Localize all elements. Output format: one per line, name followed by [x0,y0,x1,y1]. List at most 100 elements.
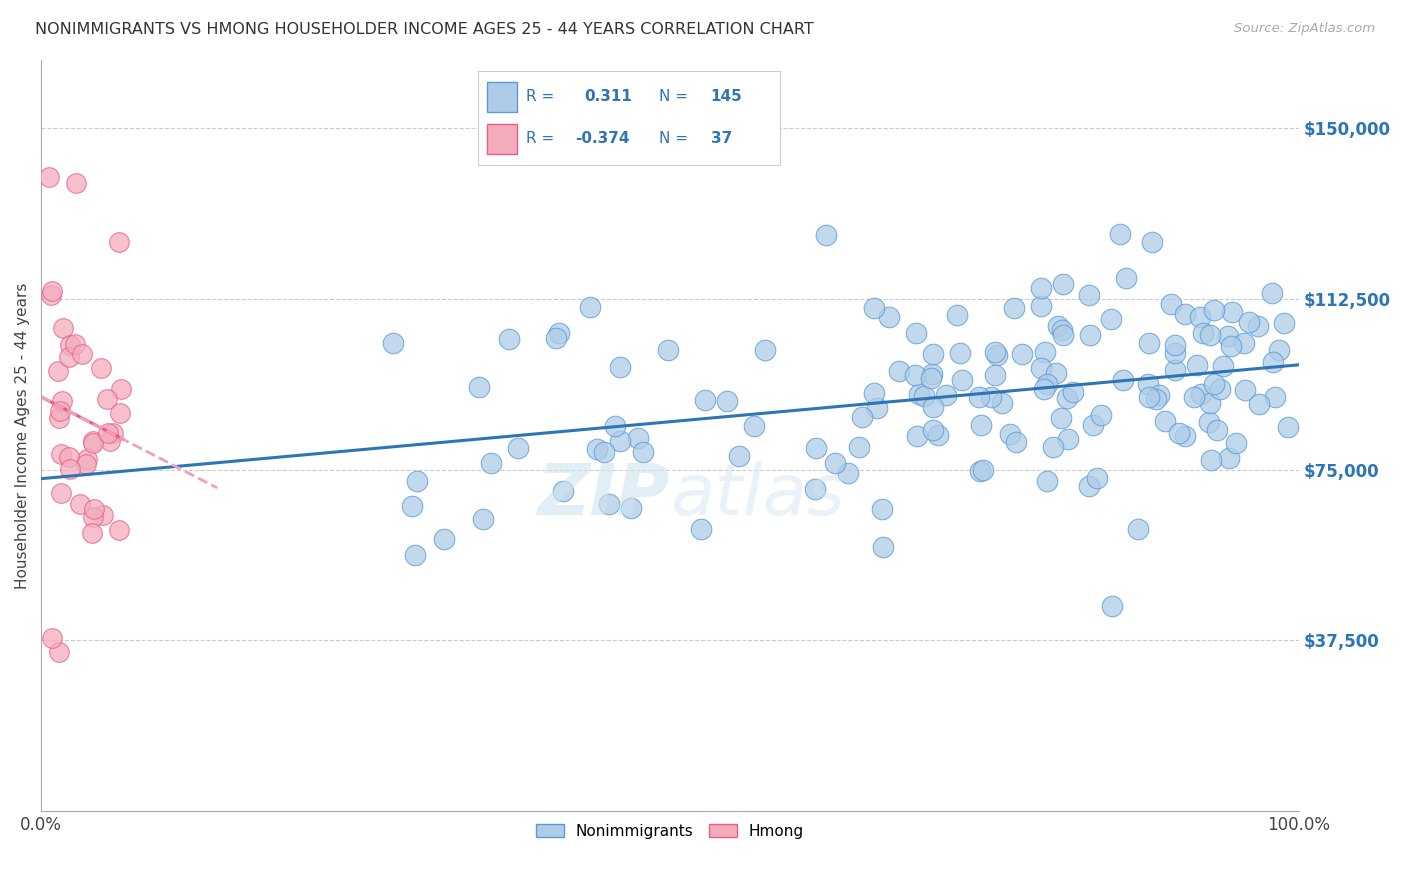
Point [98,434,121,448]
Point [76,451,98,466]
Point [1198,415,1220,429]
Point [695,392,717,407]
Point [97,425,120,440]
Point [547,326,569,341]
Point [980,390,1002,404]
Point [1174,428,1197,442]
Point [1137,335,1160,350]
Point [983,368,1005,383]
Point [969,418,991,433]
Point [1198,395,1220,409]
Point [1163,346,1185,360]
Point [75,457,97,471]
Point [1164,362,1187,376]
Point [921,367,943,381]
Text: R =: R = [526,89,554,104]
Point [59,462,82,476]
Point [998,426,1021,441]
Point [972,462,994,476]
Text: 37: 37 [711,131,733,146]
Point [108,235,131,249]
Text: -0.374: -0.374 [575,131,630,146]
Point [927,427,949,442]
Point [904,368,927,382]
Point [1099,312,1122,326]
Point [404,548,426,562]
Point [1247,397,1270,411]
Point [96,392,118,406]
Point [1031,281,1053,295]
Point [1052,277,1074,291]
Point [1090,408,1112,422]
Point [1182,390,1205,404]
Point [922,423,945,437]
Point [935,388,957,402]
Point [1078,328,1101,343]
Point [949,346,972,360]
Point [508,441,530,455]
Point [742,418,765,433]
Point [108,523,131,537]
Point [1050,410,1073,425]
Point [38,170,60,185]
Point [1277,420,1299,434]
Point [1005,435,1028,450]
Point [406,474,429,488]
Point [631,445,654,459]
Point [65,176,87,190]
Text: N =: N = [659,131,689,146]
Point [59,338,82,352]
Point [969,464,991,478]
Point [1189,387,1212,401]
Point [1101,599,1123,614]
Point [990,396,1012,410]
Point [605,419,627,434]
Point [620,500,643,515]
FancyBboxPatch shape [486,82,517,112]
Point [1204,302,1226,317]
Point [1204,377,1226,392]
Point [381,335,404,350]
Text: ZIP: ZIP [538,461,671,530]
Point [921,400,943,414]
Point [814,227,837,242]
Point [1272,316,1295,330]
Point [609,434,631,449]
Point [1261,286,1284,301]
Point [69,497,91,511]
Point [1154,414,1177,428]
Point [1247,318,1270,333]
Point [848,440,870,454]
Point [1198,327,1220,342]
Point [1050,323,1073,337]
Point [1045,366,1067,380]
Point [1263,355,1285,369]
Point [866,401,889,416]
Text: NONIMMIGRANTS VS HMONG HOUSEHOLDER INCOME AGES 25 - 44 YEARS CORRELATION CHART: NONIMMIGRANTS VS HMONG HOUSEHOLDER INCOM… [35,22,814,37]
Point [41,631,63,645]
Point [1205,423,1227,437]
Point [1137,390,1160,404]
Point [110,406,132,420]
Point [1239,316,1261,330]
Point [1144,392,1167,406]
Point [922,347,945,361]
Point [1036,377,1059,392]
Point [1218,450,1240,465]
Point [905,326,928,340]
Y-axis label: Householder Income Ages 25 - 44 years: Householder Income Ages 25 - 44 years [15,282,30,589]
Point [804,441,827,455]
Point [433,532,456,546]
Point [804,482,827,496]
Text: N =: N = [659,89,689,104]
Point [1056,391,1078,405]
Point [872,541,894,555]
Point [1149,388,1171,402]
Point [689,522,711,536]
Point [627,431,650,445]
Point [905,429,928,443]
Point [754,343,776,357]
Point [1185,359,1208,373]
Point [1174,307,1197,321]
Point [1062,384,1084,399]
